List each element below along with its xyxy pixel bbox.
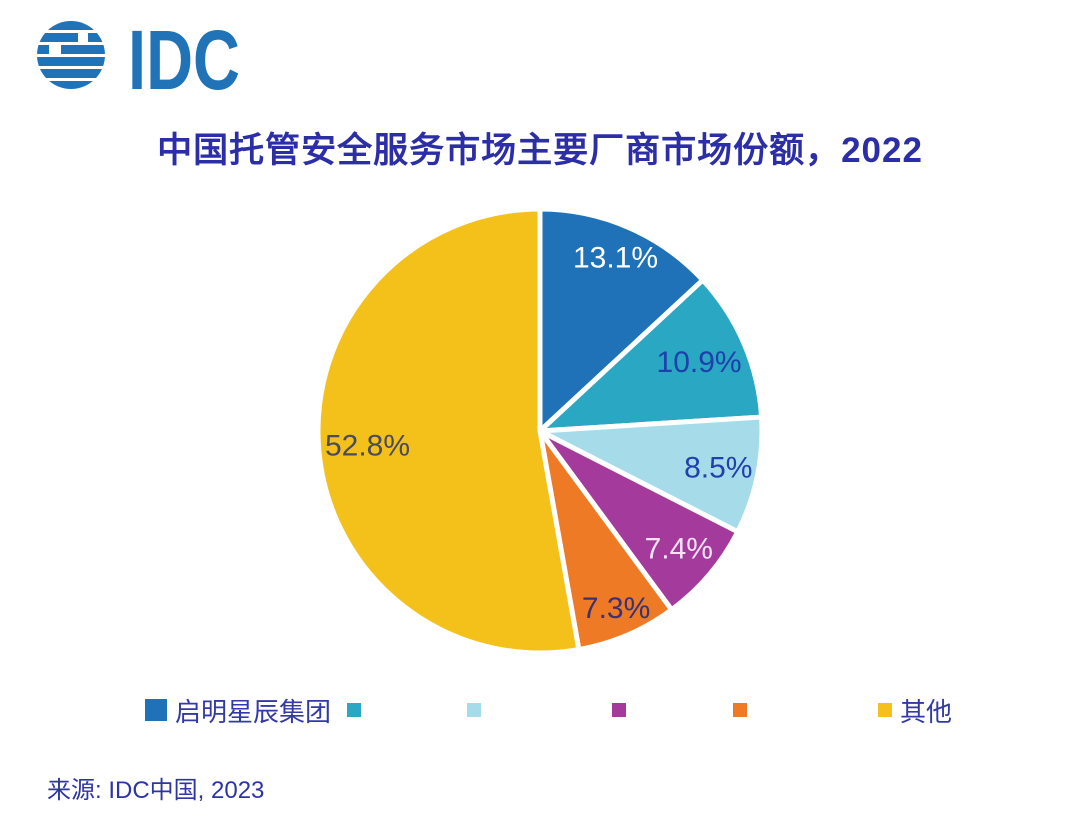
slice-label-4: 7.3% [582, 592, 650, 625]
pie-slice-5 [315, 206, 582, 656]
pie-slice-2 [537, 414, 765, 535]
legend-item-3 [612, 692, 626, 728]
legend-swatch-3 [612, 703, 626, 717]
slice-label-5: 52.8% [325, 430, 410, 463]
pie-slice-1 [537, 277, 765, 434]
slice-label-3: 7.4% [645, 532, 713, 565]
chart-legend: 启明星辰集团 其他 [0, 692, 1080, 732]
slice-label-1: 10.9% [657, 346, 742, 379]
pie-chart: 13.1% 10.9% 8.5% 7.4% 7.3% 52.8% [315, 206, 765, 656]
legend-swatch-2 [467, 703, 481, 717]
pie-slice-0 [537, 206, 706, 434]
idc-logo: IDC [18, 6, 248, 107]
legend-label-5: 其他 [900, 696, 953, 727]
legend-label-0: 启明星辰集团 [175, 696, 332, 727]
idc-globe-icon [37, 21, 105, 89]
idc-logo-text: IDC [128, 13, 240, 106]
legend-swatch-5 [878, 703, 892, 717]
legend-item-0: 启明星辰集团 [145, 692, 331, 728]
legend-item-4 [733, 692, 747, 728]
legend-swatch-0 [145, 699, 167, 721]
legend-swatch-1 [347, 703, 361, 717]
slice-label-0: 13.1% [573, 242, 658, 275]
chart-title: 中国托管安全服务市场主要厂商市场份额，2022 [157, 131, 923, 170]
legend-item-2 [467, 692, 481, 728]
legend-item-1 [347, 692, 361, 728]
source-note: 来源: IDC中国, 2023 [47, 777, 265, 804]
legend-swatch-4 [733, 703, 747, 717]
legend-item-5: 其他 [878, 692, 952, 728]
slice-label-2: 8.5% [684, 451, 752, 484]
